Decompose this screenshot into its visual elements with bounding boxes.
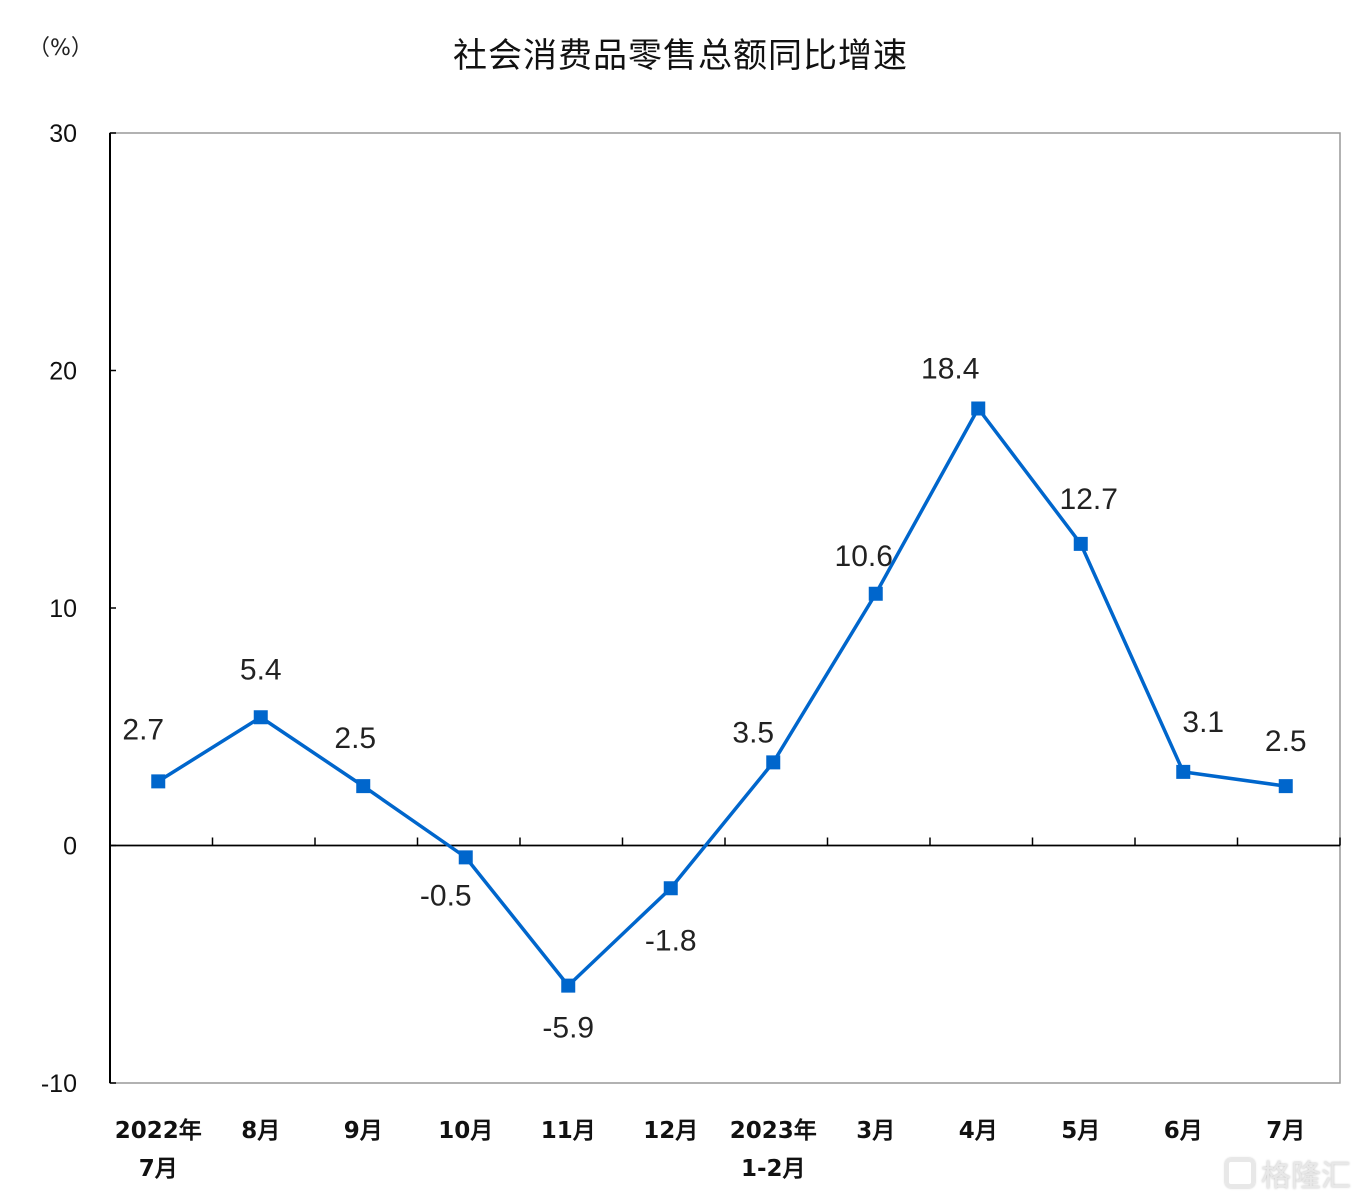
data-series-line [151, 401, 1293, 993]
data-point-marker [663, 881, 678, 896]
x-axis-category-label: 8月 [241, 1118, 280, 1144]
data-value-label: 3.5 [732, 716, 774, 749]
x-axis-category-label: 7月 [1266, 1118, 1305, 1144]
x-axis-category-label: 6月 [1164, 1118, 1203, 1144]
data-value-label: 10.6 [835, 540, 893, 573]
plot-frame [109, 132, 1341, 1084]
data-value-label: 2.5 [334, 722, 376, 755]
zero-axis-line [110, 837, 1341, 847]
data-value-label: 12.7 [1060, 483, 1118, 516]
y-tick-label: 0 [63, 833, 77, 861]
x-axis-labels: 2022年 7月 8月 9月 10月 11月 12月 2023年 1-2月 3月 4月 5月 6月 7月 [115, 1117, 1306, 1182]
data-point-marker [1073, 536, 1088, 551]
data-point-marker [868, 586, 883, 601]
x-axis-category-label: 1-2月 [741, 1156, 806, 1182]
y-tick-label: -10 [41, 1070, 77, 1098]
data-value-label: 3.1 [1182, 706, 1224, 739]
x-axis-category-label: 9月 [344, 1118, 383, 1144]
data-value-label: 18.4 [921, 353, 979, 386]
data-point-marker [253, 710, 268, 725]
x-axis-category-label: 3月 [856, 1118, 895, 1144]
data-point-marker [458, 850, 473, 865]
watermark: 格隆汇 [1225, 1151, 1351, 1195]
y-axis: 30 20 10 0 -10 [41, 120, 116, 1098]
data-labels: 2.7 5.4 2.5 -0.5 -5.9 -1.8 3.5 10.6 18.4 12.7 3.1 2… [122, 353, 1306, 1045]
x-axis-category-label: 10月 [438, 1118, 493, 1144]
data-point-marker [766, 755, 781, 770]
y-tick-label: 10 [49, 595, 77, 623]
data-point-marker [971, 401, 986, 416]
x-axis-category-label: 2023年 [730, 1117, 817, 1144]
y-tick-label: 20 [49, 358, 77, 386]
watermark-logo-icon [1225, 1158, 1255, 1188]
y-axis-unit-label: （%） [28, 36, 93, 61]
y-tick-label: 30 [49, 120, 77, 148]
data-point-marker [356, 779, 371, 794]
data-value-label: 2.5 [1265, 725, 1307, 758]
data-point-marker [1176, 764, 1191, 779]
data-value-label: -5.9 [542, 1012, 594, 1045]
data-point-marker [1278, 779, 1293, 794]
x-axis-category-label: 12月 [643, 1118, 698, 1144]
data-point-marker [561, 978, 576, 993]
watermark-text: 格隆汇 [1261, 1159, 1351, 1194]
chart-title: 社会消费品零售总额同比增速 [453, 36, 908, 76]
data-value-label: 2.7 [122, 713, 164, 746]
x-axis-category-label: 11月 [541, 1118, 596, 1144]
data-value-label: -0.5 [420, 879, 472, 912]
x-axis-category-label: 2022年 [115, 1117, 202, 1144]
x-axis-category-label: 4月 [959, 1118, 998, 1144]
data-value-label: -1.8 [645, 924, 697, 957]
data-value-label: 5.4 [240, 653, 282, 686]
x-axis-category-label: 5月 [1061, 1118, 1100, 1144]
x-axis-category-label: 7月 [139, 1156, 178, 1182]
data-point-marker [151, 774, 166, 789]
